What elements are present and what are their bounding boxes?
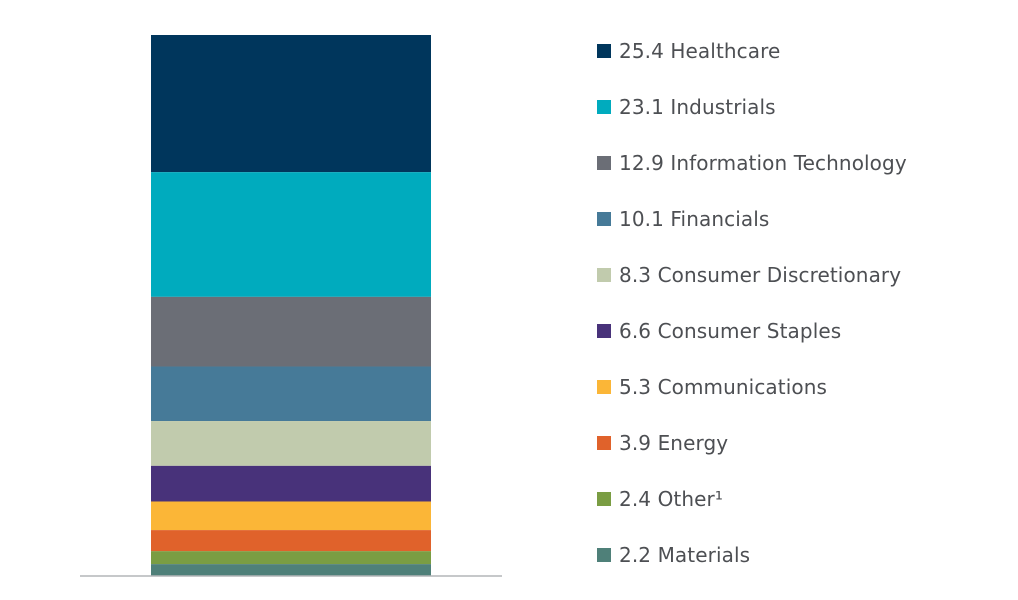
legend-item: 6.6 Consumer Staples: [597, 317, 1007, 345]
legend-item: 25.4 Healthcare: [597, 37, 1007, 65]
bar-segment-healthcare: [151, 35, 431, 173]
legend-swatch: [597, 548, 611, 562]
legend-item: 5.3 Communications: [597, 373, 1007, 401]
legend-label: 2.2 Materials: [619, 543, 751, 567]
bar-segment-consumer-staples: [151, 465, 431, 502]
legend-label: 25.4 Healthcare: [619, 39, 781, 63]
legend-item: 3.9 Energy: [597, 429, 1007, 457]
legend-swatch: [597, 44, 611, 58]
legend: 25.4 Healthcare 23.1 Industrials 12.9 Info…: [597, 37, 1007, 597]
legend-swatch: [597, 380, 611, 394]
legend-item: 2.2 Materials: [597, 541, 1007, 569]
bar-segment-information-technology: [151, 296, 431, 367]
legend-swatch: [597, 324, 611, 338]
bar-segment-materials: [151, 564, 431, 576]
legend-label: 2.4 Other¹: [619, 487, 723, 511]
bar-segment-financials: [151, 366, 431, 422]
legend-swatch: [597, 156, 611, 170]
legend-label: 3.9 Energy: [619, 431, 729, 455]
legend-item: 2.4 Other¹: [597, 485, 1007, 513]
bar-segments: [151, 35, 431, 576]
legend-label: 23.1 Industrials: [619, 95, 776, 119]
legend-label: 10.1 Financials: [619, 207, 770, 231]
legend-label: 12.9 Information Technology: [619, 151, 907, 175]
legend-label: 5.3 Communications: [619, 375, 828, 399]
legend-item: 10.1 Financials: [597, 205, 1007, 233]
legend-item: 8.3 Consumer Discretionary: [597, 261, 1007, 289]
bar-segment-other: [151, 551, 431, 565]
legend-label: 8.3 Consumer Discretionary: [619, 263, 902, 287]
bar-segment-industrials: [151, 172, 431, 297]
legend-item: 23.1 Industrials: [597, 93, 1007, 121]
legend-swatch: [597, 212, 611, 226]
legend-label: 6.6 Consumer Staples: [619, 319, 842, 343]
bar-segment-consumer-discretionary: [151, 421, 431, 466]
bar-segment-communications: [151, 501, 431, 531]
legend-swatch: [597, 492, 611, 506]
legend-swatch: [597, 100, 611, 114]
legend-swatch: [597, 268, 611, 282]
bar-segment-energy: [151, 530, 431, 552]
legend-item: 12.9 Information Technology: [597, 149, 1007, 177]
legend-swatch: [597, 436, 611, 450]
